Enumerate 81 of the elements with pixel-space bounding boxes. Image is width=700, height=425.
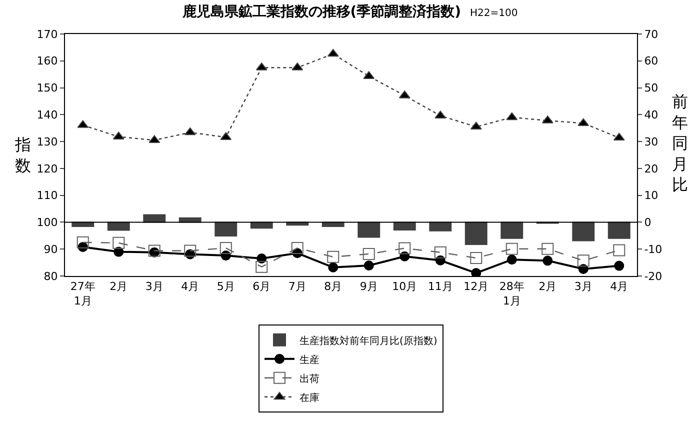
x-tick-label: 6月 (252, 280, 271, 294)
y2-tick-label: 50 (644, 82, 658, 95)
point (184, 127, 196, 136)
point (614, 260, 624, 271)
x-tick-label: 5月 (216, 280, 235, 294)
bar (500, 222, 524, 239)
point (148, 244, 160, 257)
x-tick-label: 27年 1月 (70, 280, 96, 308)
point (577, 254, 590, 267)
y2-tick-label: 20 (644, 162, 658, 176)
x-tick-label: 8月 (324, 280, 342, 294)
point (220, 242, 232, 254)
bar (358, 222, 380, 238)
point (471, 268, 482, 276)
y2-tick-label: 60 (644, 54, 658, 68)
bar (608, 222, 630, 239)
point (542, 242, 554, 255)
x-tick-label: 2月 (538, 280, 557, 294)
point (328, 262, 338, 272)
y2-tick-label: 70 (644, 28, 658, 41)
point (470, 252, 482, 264)
x-tick-label: 11月 (428, 280, 453, 294)
bar (214, 222, 238, 236)
y-tick-label: 110 (36, 189, 58, 202)
point (506, 254, 517, 265)
x-tick-label: 2月 (110, 280, 128, 294)
point (291, 242, 304, 254)
y-tick-label: 140 (36, 108, 58, 122)
x-tick-label: 4月 (610, 280, 628, 294)
y-tick-label: 100 (36, 216, 58, 230)
point (613, 132, 625, 141)
y-tick-label: 170 (36, 28, 58, 41)
y2-axis-title: 前年同月比 (672, 92, 688, 194)
point (506, 112, 518, 120)
point (364, 260, 374, 271)
y-tick-label: 80 (44, 270, 58, 283)
point (434, 246, 446, 258)
y2-tick-label: -20 (644, 270, 662, 283)
legend-label: 生産 (300, 354, 320, 366)
x-tick-label: 4月 (181, 280, 200, 294)
bar (572, 222, 595, 242)
y-tick-label: 160 (36, 54, 58, 68)
y2-tick-label: 0 (644, 216, 652, 230)
chart-title: 鹿児島県鉱工業指数の推移(季節調整済指数) (181, 3, 462, 20)
x-tick-label: 9月 (360, 280, 378, 294)
y-tick-label: 90 (44, 242, 58, 256)
y-axis-title: 指数 (14, 135, 31, 175)
y2-tick-label: 30 (644, 135, 658, 148)
x-tick-label: 3月 (145, 280, 164, 294)
bar (464, 222, 488, 246)
legend-label: 生産指数対前年同月比(原指数) (300, 334, 438, 347)
point (256, 260, 268, 273)
x-tick-label: 10月 (392, 280, 418, 294)
point (112, 236, 125, 249)
point (76, 236, 89, 248)
point (578, 118, 590, 126)
x-tick-label: 3月 (574, 280, 592, 294)
y2-tick-label: 10 (644, 189, 658, 202)
x-tick-label: 12月 (464, 280, 489, 294)
y2-tick-label: -10 (644, 242, 662, 256)
legend-label: 在庫 (300, 392, 320, 404)
bar (107, 222, 130, 231)
point (613, 244, 626, 256)
point (362, 248, 375, 260)
point (327, 250, 340, 263)
x-tick-label: 28年 1月 (499, 280, 524, 308)
point (184, 244, 196, 257)
point (470, 122, 482, 130)
point (398, 242, 411, 254)
x-tick-label: 7月 (288, 280, 306, 294)
y-tick-label: 150 (36, 82, 58, 95)
point (542, 256, 553, 266)
bar (429, 222, 452, 232)
y2-tick-label: 40 (644, 108, 658, 122)
point (327, 48, 339, 57)
legend-label: 出荷 (300, 372, 320, 385)
chart-subtitle: H22=100 (470, 8, 518, 20)
point (506, 242, 518, 255)
bar (393, 222, 416, 231)
y-tick-label: 120 (36, 162, 58, 176)
y-tick-label: 130 (36, 135, 58, 148)
